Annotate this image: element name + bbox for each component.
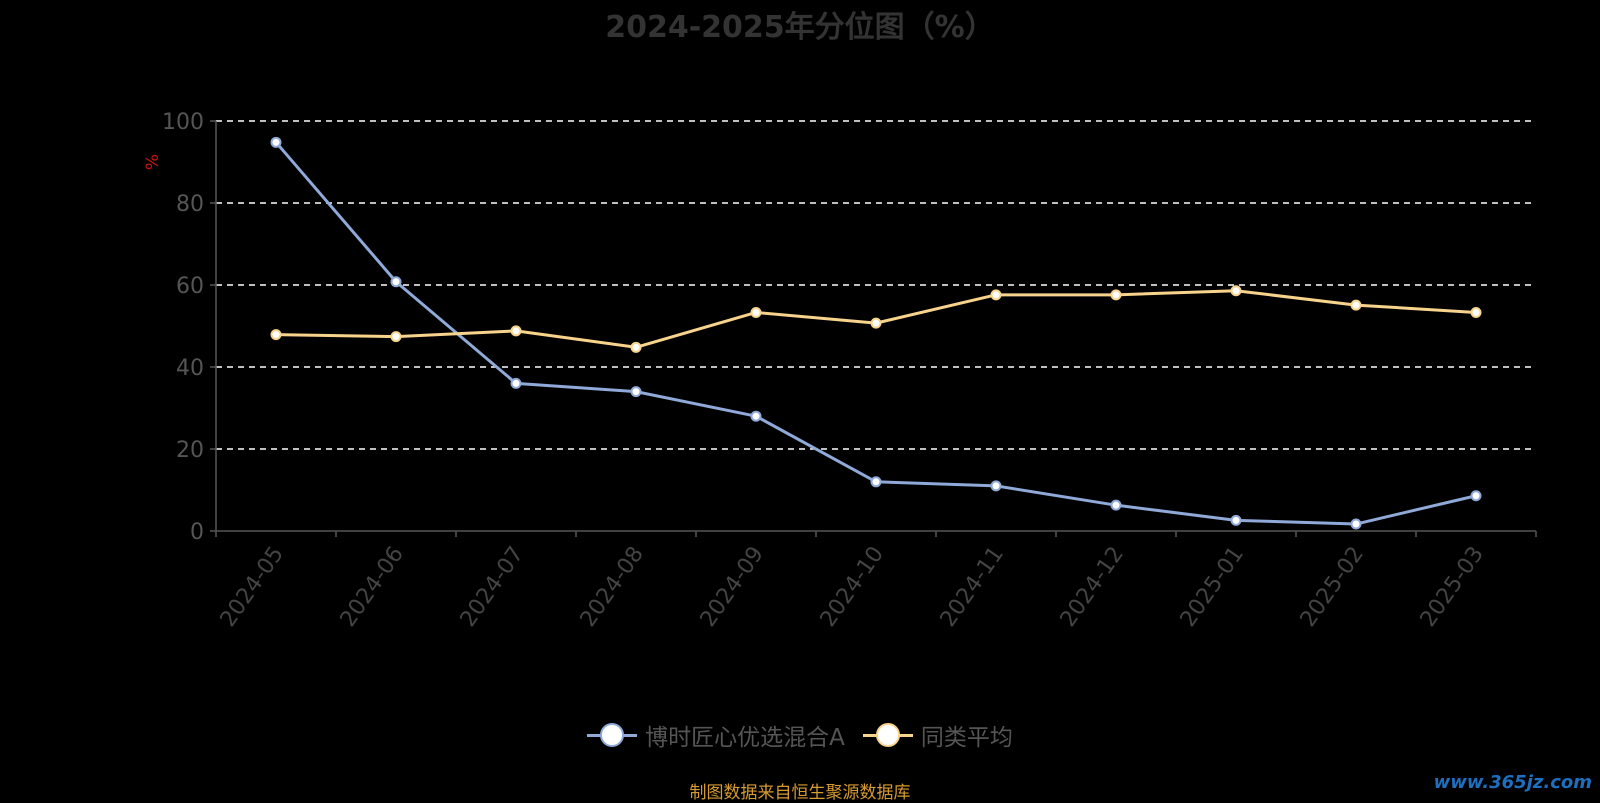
data-point — [510, 377, 522, 389]
y-tick-label: 60 — [176, 274, 204, 299]
x-tick-label: 2024-09 — [696, 542, 769, 632]
data-point — [270, 136, 282, 148]
data-point — [1350, 518, 1362, 530]
data-point — [1470, 306, 1482, 318]
y-tick-label: 0 — [190, 520, 204, 545]
y-tick-label: 20 — [176, 438, 204, 463]
axes: 0 20 40 60 80 100 2024-05 2024-06 2024-07 2024-08… — [162, 110, 1537, 632]
x-tick-label: 2024-11 — [936, 542, 1009, 632]
x-tick-label: 2024-06 — [336, 542, 409, 632]
data-point — [510, 325, 522, 337]
data-point — [750, 306, 762, 318]
data-point — [990, 480, 1002, 492]
x-tick-label: 2024-07 — [456, 542, 529, 632]
data-point — [270, 329, 282, 341]
x-tick-label: 2024-10 — [816, 542, 889, 632]
data-point — [390, 331, 402, 343]
watermark: www.365jz.com — [1433, 772, 1592, 793]
data-point — [870, 476, 882, 488]
y-axis-label: % — [143, 154, 163, 170]
legend-swatch-fund — [587, 722, 638, 748]
x-tick-label: 2025-02 — [1296, 542, 1369, 632]
data-point — [990, 289, 1002, 301]
data-point — [1110, 499, 1122, 511]
x-tick-label: 2024-12 — [1056, 542, 1129, 632]
x-tick-label: 2025-01 — [1176, 542, 1249, 632]
legend-item-fund[interactable]: 博时匠心优选混合A — [587, 718, 845, 752]
data-point — [630, 386, 642, 398]
legend-swatch-average — [862, 722, 913, 748]
y-tick-label: 80 — [176, 192, 204, 217]
x-tick-label: 2024-05 — [216, 542, 289, 632]
data-point — [630, 341, 642, 353]
legend-label-fund: 博时匠心优选混合A — [645, 725, 845, 751]
data-point — [1350, 299, 1362, 311]
source-note: 制图数据来自恒生聚源数据库 — [689, 783, 911, 803]
y-tick-label: 100 — [162, 110, 204, 135]
x-tick-label: 2024-08 — [576, 542, 649, 632]
data-point — [1230, 514, 1242, 526]
legend-item-average[interactable]: 同类平均 — [862, 718, 1013, 752]
legend: 博时匠心优选混合A 同类平均 — [0, 718, 1600, 752]
chart-title: 2024-2025年分位图（%） — [605, 10, 995, 45]
data-point — [1110, 289, 1122, 301]
data-point — [750, 410, 762, 422]
grid-lines — [216, 120, 1536, 450]
data-point — [1470, 490, 1482, 502]
legend-label-average: 同类平均 — [920, 725, 1013, 751]
x-tick-label: 2025-03 — [1416, 542, 1489, 632]
data-point — [1230, 285, 1242, 297]
data-point — [390, 276, 402, 288]
data-point — [870, 317, 882, 329]
series — [270, 136, 1482, 530]
y-tick-label: 40 — [176, 356, 204, 381]
